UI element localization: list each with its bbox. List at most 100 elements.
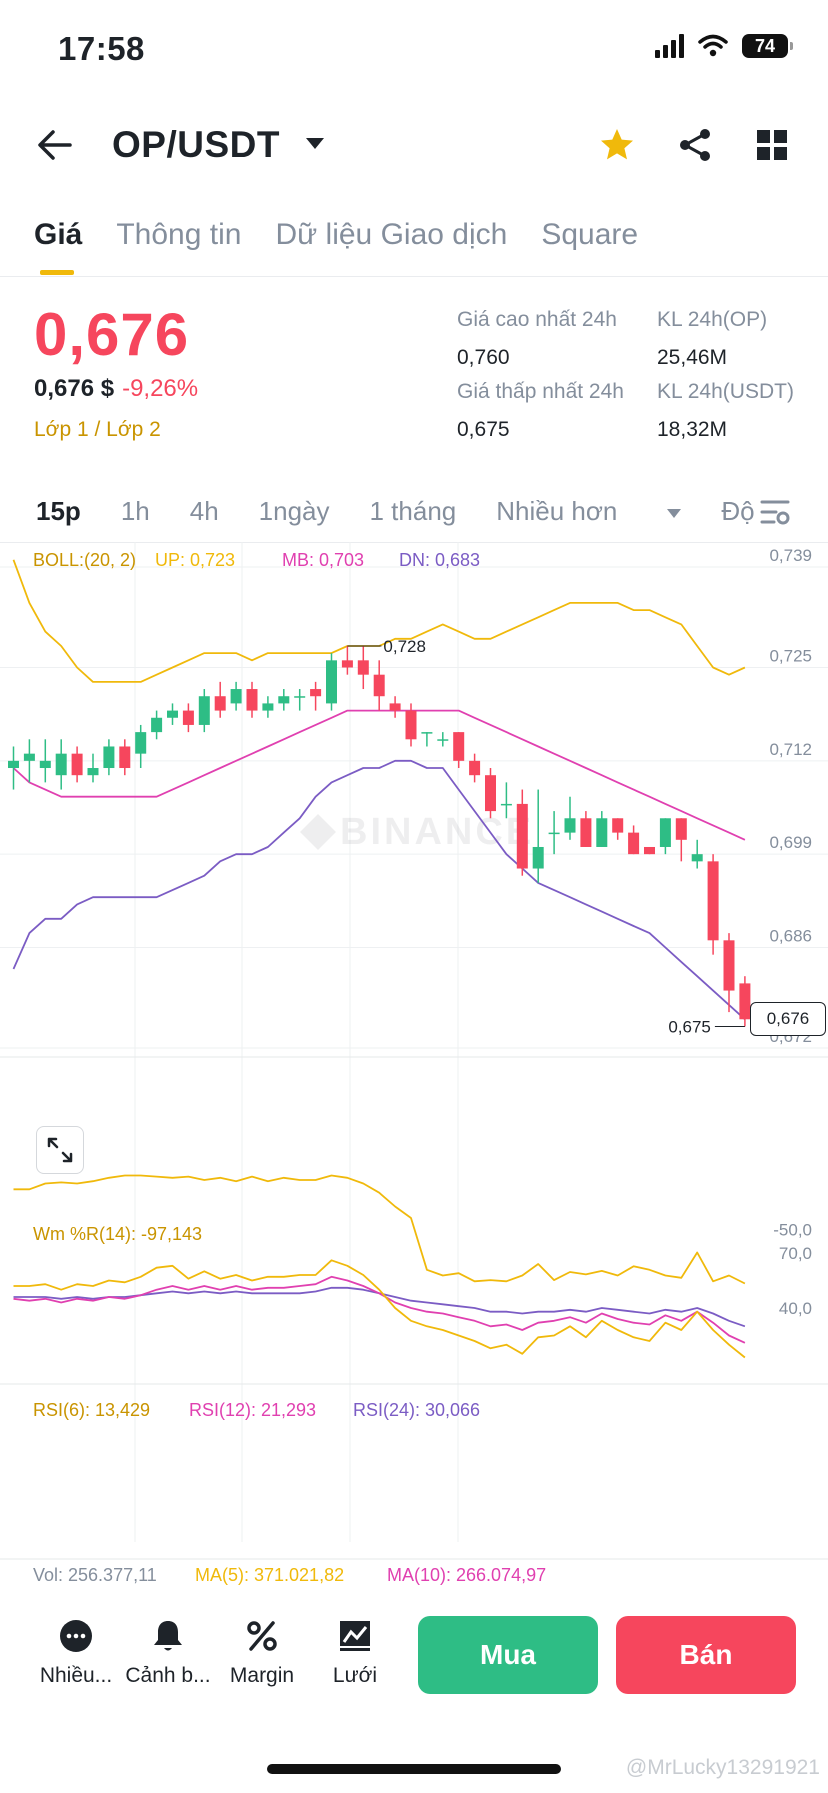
- tab-price[interactable]: Giá: [34, 218, 83, 275]
- more-label: Nhiều...: [39, 1664, 113, 1687]
- pair-title[interactable]: OP/USDT: [112, 124, 280, 165]
- tab-info[interactable]: Thông tin: [116, 218, 242, 251]
- expand-chart-button[interactable]: [36, 1126, 84, 1174]
- wmr-tick-0: -50,0: [773, 1221, 812, 1240]
- current-price-tag: 0,676: [750, 1002, 826, 1037]
- wmr-label: Wm %R(14): -97,143: [33, 1224, 202, 1244]
- rsi-tick-1: 40,0: [779, 1299, 812, 1318]
- chevron-down-icon: [667, 508, 682, 518]
- expand-icon: [47, 1137, 73, 1163]
- chart-markers: 0,728 0,675: [347, 637, 751, 1036]
- alert-label: Cảnh b...: [125, 1664, 211, 1687]
- candle-body-39: [628, 832, 640, 855]
- price-tick-1: 0,725: [769, 647, 812, 666]
- high-marker-text: 0,728: [383, 637, 426, 656]
- candle-39: [628, 825, 640, 855]
- pair-dropdown-icon[interactable]: [306, 138, 324, 149]
- candle-body-5: [87, 768, 99, 776]
- favorite-star-icon[interactable]: [598, 126, 636, 164]
- chart-settings-icon[interactable]: [760, 497, 790, 527]
- tab-square[interactable]: Square: [541, 218, 639, 251]
- candle-body-33: [532, 846, 544, 869]
- candle-13: [214, 681, 226, 718]
- candle-15: [246, 681, 258, 718]
- interval-15m[interactable]: 15p: [36, 496, 81, 526]
- share-icon[interactable]: [676, 126, 714, 164]
- candle-16: [262, 696, 274, 718]
- candle-44: [707, 854, 719, 955]
- candle-body-2: [39, 760, 51, 769]
- more-dots-icon: [60, 1620, 92, 1652]
- interval-1d[interactable]: 1ngày: [258, 496, 330, 526]
- margin-button[interactable]: Margin: [212, 1618, 312, 1688]
- candle-body-21: [341, 660, 353, 668]
- candle-body-27: [437, 739, 449, 741]
- candle-32: [516, 789, 528, 876]
- candle-29: [469, 753, 481, 783]
- interval-depth[interactable]: Độ: [721, 496, 755, 526]
- candles: [8, 645, 751, 1027]
- candle-4: [71, 746, 83, 783]
- interval-more[interactable]: Nhiều hơn: [496, 496, 682, 527]
- interval-more-label: Nhiều hơn: [496, 496, 618, 526]
- candle-34: [548, 811, 560, 855]
- candle-23: [373, 660, 385, 711]
- candle-41: [659, 818, 671, 855]
- candle-40: [644, 846, 655, 855]
- candle-body-36: [580, 818, 592, 847]
- candle-42: [675, 818, 687, 862]
- sell-button[interactable]: Bán: [616, 1616, 796, 1694]
- boll-mb-line: [12, 709, 746, 841]
- interval-bar: 15p 1h 4h 1ngày 1 tháng Nhiều hơn Độ: [36, 496, 795, 527]
- candle-body-11: [182, 710, 194, 725]
- price-chart[interactable]: BINANCE 0,7390,7250,7120,6990,6860,672-5…: [0, 542, 828, 1590]
- candle-body-42: [675, 818, 687, 840]
- stat-high-label: Giá cao nhất 24h: [457, 308, 617, 331]
- candle-body-40: [644, 846, 655, 855]
- candle-6: [103, 739, 115, 776]
- candle-11: [182, 703, 194, 733]
- candle-body-8: [135, 732, 147, 754]
- stat-vol-usdt-value: 18,32M: [657, 418, 728, 441]
- category-tags[interactable]: Lớp 1 / Lớp 2: [34, 418, 161, 441]
- candle-21: [341, 645, 353, 675]
- intervals-divider: [0, 542, 828, 543]
- alert-button[interactable]: Cảnh b...: [118, 1618, 218, 1688]
- interval-1mo[interactable]: 1 tháng: [369, 496, 457, 526]
- candle-body-46: [739, 983, 751, 1020]
- candle-body-43: [691, 854, 703, 862]
- candle-28: [453, 732, 465, 769]
- grid-label: Lưới: [332, 1664, 378, 1687]
- low-marker-text: 0,675: [668, 1017, 711, 1036]
- ma10-label: MA(10): 266.074,97: [387, 1565, 546, 1585]
- candle-3: [55, 739, 67, 790]
- candle-1: [23, 739, 35, 783]
- candle-19: [310, 681, 322, 711]
- candle-body-20: [326, 660, 337, 704]
- candle-43: [691, 839, 703, 869]
- candle-14: [230, 681, 242, 711]
- candle-body-4: [71, 753, 83, 776]
- grid-trading-button[interactable]: Lưới: [305, 1618, 405, 1688]
- wifi-icon: [698, 34, 728, 57]
- last-price: 0,676: [34, 301, 190, 368]
- interval-1h[interactable]: 1h: [120, 496, 150, 526]
- candle-body-9: [151, 717, 163, 733]
- layout-grid-icon[interactable]: [756, 129, 788, 161]
- back-arrow-icon[interactable]: [36, 126, 74, 164]
- buy-button[interactable]: Mua: [418, 1616, 598, 1694]
- boll-dn-line: [12, 759, 746, 1020]
- status-time: 17:58: [58, 30, 145, 67]
- boll-mb-label: MB: 0,703: [282, 550, 364, 570]
- candle-20: [326, 653, 337, 711]
- candle-body-35: [564, 818, 576, 833]
- candle-body-22: [357, 660, 369, 675]
- candle-body-28: [453, 732, 465, 761]
- price-tick-0: 0,739: [769, 546, 812, 565]
- bottom-action-bar: Nhiều... Cảnh b... Margin Lưới Mua Bán: [0, 1590, 828, 1700]
- candle-9: [151, 710, 163, 740]
- usd-price: 0,676 $: [34, 375, 115, 402]
- tab-trading-data[interactable]: Dữ liệu Giao dịch: [275, 218, 508, 251]
- interval-4h[interactable]: 4h: [189, 496, 219, 526]
- more-button[interactable]: Nhiều...: [26, 1618, 126, 1688]
